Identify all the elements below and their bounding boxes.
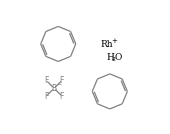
Text: O: O <box>114 53 122 62</box>
Text: Rh: Rh <box>100 40 113 49</box>
Text: F: F <box>44 76 49 85</box>
Text: F: F <box>60 76 64 85</box>
Text: −: − <box>56 81 62 86</box>
Text: F: F <box>60 92 64 100</box>
Text: 2: 2 <box>112 57 116 62</box>
Text: F: F <box>44 92 49 100</box>
Text: H: H <box>107 53 115 62</box>
Text: +: + <box>111 38 117 44</box>
Text: B: B <box>52 84 57 93</box>
